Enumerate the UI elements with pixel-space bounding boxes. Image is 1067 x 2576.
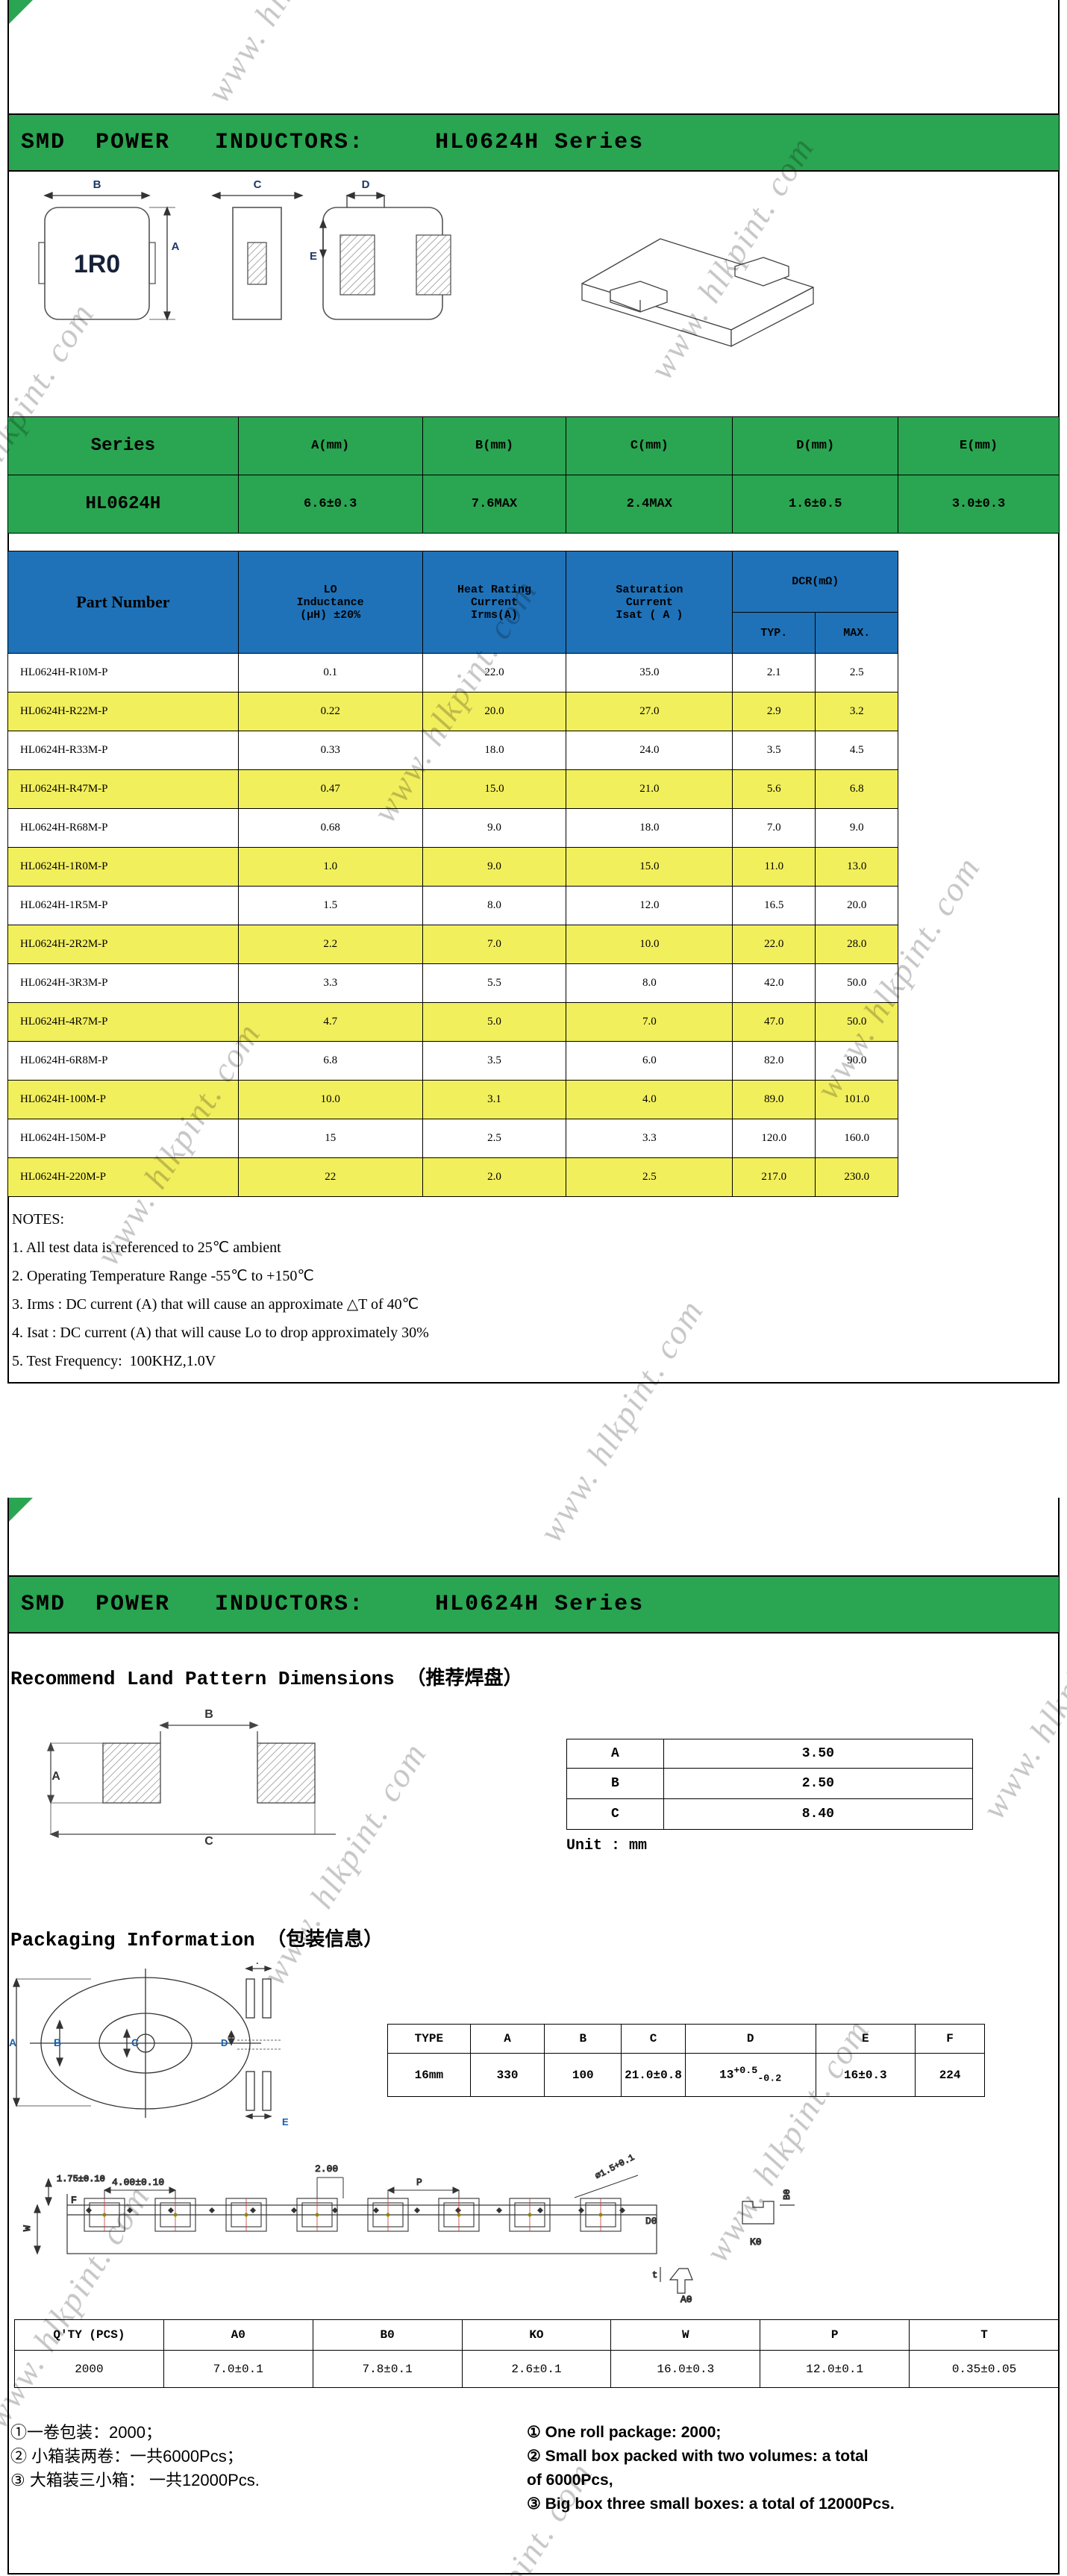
svg-text:K0: K0 bbox=[750, 2236, 762, 2248]
svg-text:B: B bbox=[93, 178, 101, 191]
svg-text:4.00±0.10: 4.00±0.10 bbox=[112, 2177, 164, 2188]
svg-text:F: F bbox=[256, 1963, 262, 1966]
svg-text:D: D bbox=[221, 2037, 228, 2048]
svg-text:⌀1.5+0.1: ⌀1.5+0.1 bbox=[593, 2152, 636, 2181]
svg-text:A: A bbox=[172, 240, 180, 253]
svg-text:W: W bbox=[22, 2225, 33, 2231]
svg-text:A: A bbox=[9, 2036, 16, 2048]
svg-text:D0: D0 bbox=[645, 2216, 657, 2227]
svg-text:B: B bbox=[54, 2036, 61, 2048]
svg-text:B: B bbox=[204, 1708, 213, 1721]
svg-text:C: C bbox=[254, 178, 262, 191]
svg-text:1R0: 1R0 bbox=[74, 250, 120, 278]
svg-text:A0: A0 bbox=[680, 2294, 692, 2305]
svg-text:D: D bbox=[362, 178, 370, 191]
svg-text:C: C bbox=[204, 1835, 213, 1848]
svg-text:F: F bbox=[71, 2195, 77, 2206]
svg-text:C: C bbox=[131, 2036, 139, 2048]
svg-text:1.75±0.10: 1.75±0.10 bbox=[57, 2174, 105, 2184]
svg-text:E: E bbox=[310, 250, 317, 263]
svg-text:2.00: 2.00 bbox=[315, 2163, 338, 2175]
svg-text:P: P bbox=[416, 2177, 422, 2188]
svg-text:B0: B0 bbox=[782, 2189, 792, 2200]
svg-text:A: A bbox=[51, 1770, 60, 1783]
svg-text:t: t bbox=[652, 2270, 657, 2280]
svg-text:E: E bbox=[282, 2116, 289, 2127]
